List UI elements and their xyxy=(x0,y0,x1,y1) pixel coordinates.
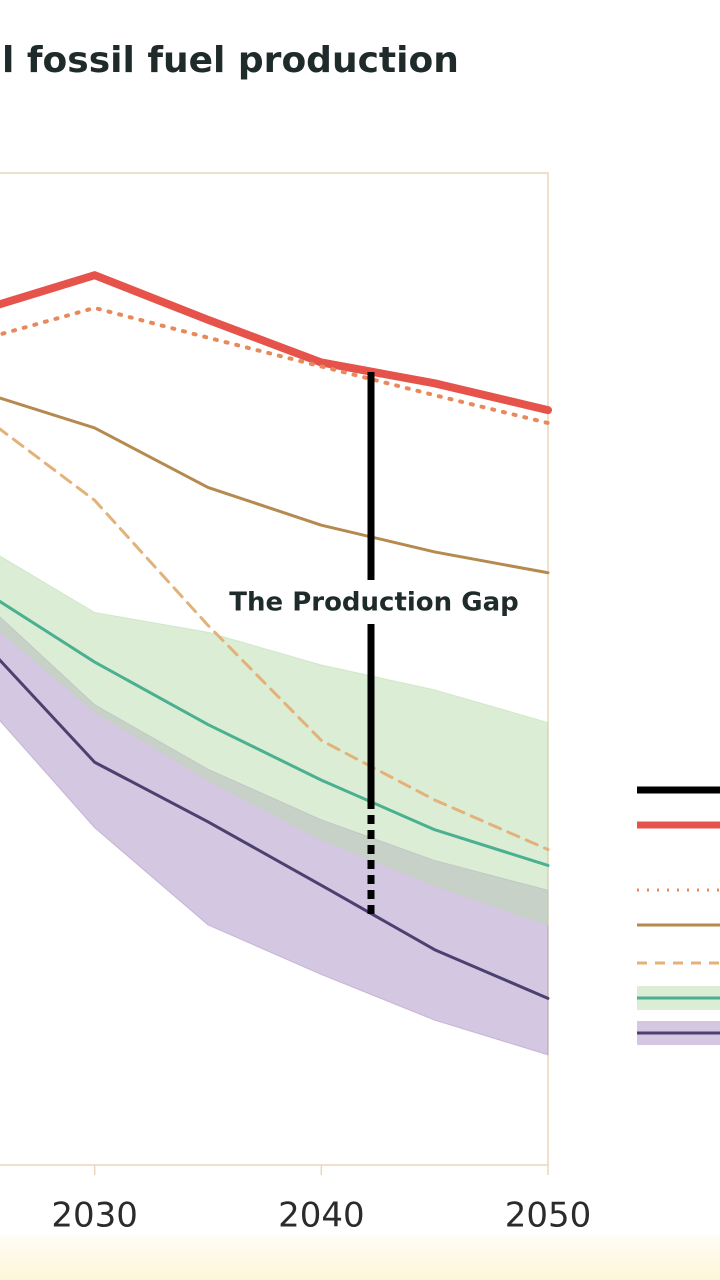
plot-area: 2030 2040 2050 The Production Gap xyxy=(0,172,720,1236)
series-line xyxy=(0,396,550,575)
series-line xyxy=(0,427,550,852)
series-line xyxy=(0,305,550,425)
series-line xyxy=(0,271,552,415)
gap-label: The Production Gap xyxy=(229,588,518,618)
footer-band xyxy=(0,1235,720,1280)
x-tick-label: 2030 xyxy=(51,1196,138,1236)
band-area xyxy=(0,555,549,926)
chart-title: l fossil fuel production xyxy=(2,40,459,81)
plot-frame xyxy=(0,172,549,1166)
x-tick-label: 2050 xyxy=(505,1196,592,1236)
x-tick-label: 2040 xyxy=(278,1196,365,1236)
series-line xyxy=(0,658,550,1000)
series-line xyxy=(0,599,550,867)
